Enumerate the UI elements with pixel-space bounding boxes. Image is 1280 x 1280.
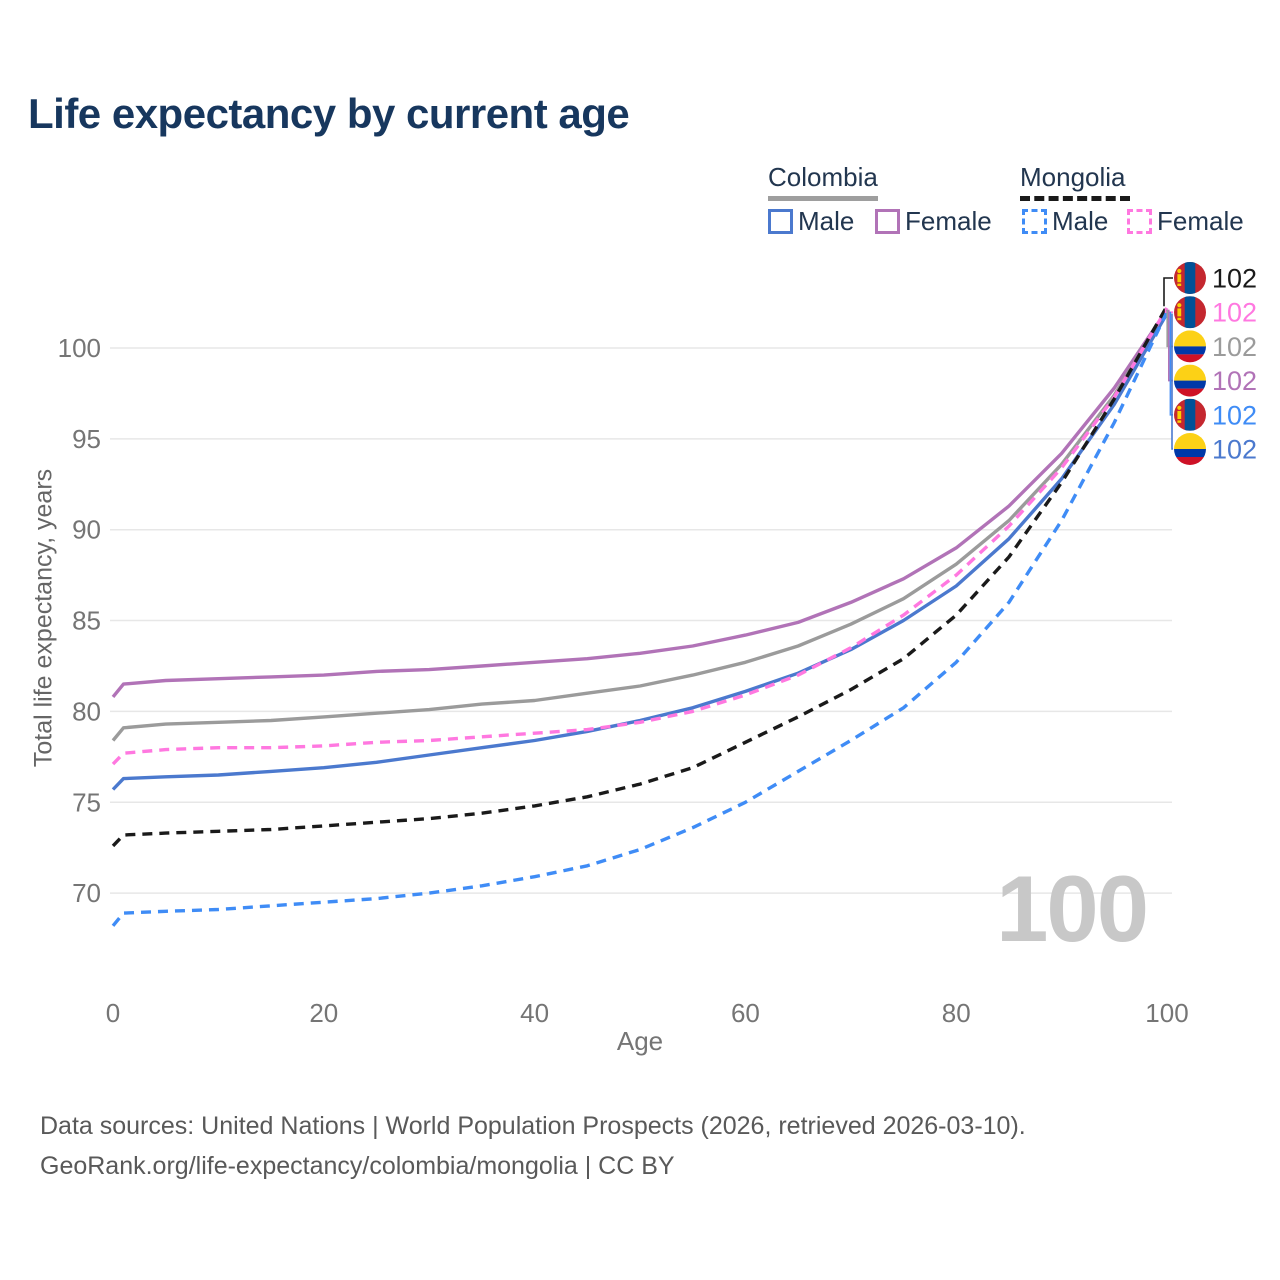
colombia-flag-icon (1174, 364, 1206, 397)
series-line-colombia-female[interactable] (111, 308, 1169, 698)
end-label-connector (1171, 313, 1173, 450)
legend-group-colombia-label: Colombia (768, 162, 878, 192)
series-line-colombia-male[interactable] (111, 312, 1169, 791)
colombia-flag-icon (1174, 433, 1206, 465)
end-label-values: 102 102 102 102 102 102 (1212, 264, 1257, 465)
mongolia-female-swatch (1127, 209, 1152, 234)
legend-item-colombia-male[interactable]: Male (768, 206, 854, 237)
x-tick-label: 0 (106, 998, 120, 1028)
x-tick-label: 40 (520, 998, 549, 1028)
x-axis-tick-labels: 0 20 40 60 80 100 (106, 998, 1189, 1028)
end-value-label: 102 (1212, 332, 1257, 362)
y-tick-label: 85 (72, 606, 101, 636)
footer-data-sources: Data sources: United Nations | World Pop… (40, 1112, 1026, 1140)
colombia-female-swatch (875, 209, 900, 234)
end-value-label: 102 (1212, 400, 1257, 430)
colombia-flag-icon (1174, 330, 1206, 363)
mongolia-flag-icon (1174, 296, 1206, 329)
y-tick-label: 80 (72, 696, 101, 726)
series-line-mongolia-all[interactable] (111, 305, 1169, 848)
end-label-connectors (1163, 277, 1173, 450)
y-tick-label: 75 (72, 787, 101, 817)
end-label-flags (1174, 262, 1206, 465)
y-tick-label: 90 (72, 515, 101, 545)
mongolia-dashed-line-swatch (1020, 196, 1130, 201)
gridlines (110, 347, 1172, 894)
y-tick-label: 100 (58, 333, 101, 363)
end-value-label: 102 (1212, 298, 1257, 328)
mongolia-flag-icon (1174, 262, 1206, 294)
series-lines (111, 305, 1169, 927)
legend-item-label: Female (905, 206, 992, 236)
series-line-mongolia-female[interactable] (111, 307, 1169, 766)
y-tick-label: 70 (72, 878, 101, 908)
series-line-mongolia-male[interactable] (111, 310, 1169, 927)
mongolia-male-swatch (1022, 209, 1047, 234)
footer-attribution: GeoRank.org/life-expectancy/colombia/mon… (40, 1152, 675, 1180)
y-tick-label: 95 (72, 424, 101, 454)
colombia-male-swatch (768, 209, 793, 234)
legend-item-label: Male (798, 206, 855, 236)
series-line-colombia-all[interactable] (111, 308, 1169, 742)
legend-item-label: Female (1157, 206, 1244, 236)
page-title: Life expectancy by current age (28, 90, 630, 137)
end-value-label: 102 (1212, 366, 1257, 396)
mongolia-flag-icon (1174, 398, 1206, 431)
x-tick-label: 100 (1145, 998, 1188, 1028)
legend-item-mongolia-male[interactable]: Male (1022, 206, 1108, 237)
x-tick-label: 80 (942, 998, 971, 1028)
end-label-connector (1163, 277, 1173, 307)
age-watermark: 100 (996, 856, 1149, 961)
end-value-label: 102 (1212, 435, 1257, 465)
legend-item-colombia-female[interactable]: Female (875, 206, 992, 237)
x-tick-label: 60 (731, 998, 760, 1028)
x-tick-label: 20 (309, 998, 338, 1028)
colombia-solid-line-swatch (768, 196, 878, 201)
legend-item-label: Male (1052, 206, 1109, 236)
end-value-label: 102 (1212, 264, 1257, 294)
legend-item-mongolia-female[interactable]: Female (1127, 206, 1244, 237)
legend-group-mongolia-label: Mongolia (1020, 162, 1126, 192)
footer: Data sources: United Nations | World Pop… (40, 1106, 1026, 1186)
y-axis-tick-labels: 70 75 80 85 90 95 100 (58, 333, 101, 908)
x-axis-title: Age (616, 1026, 664, 1056)
